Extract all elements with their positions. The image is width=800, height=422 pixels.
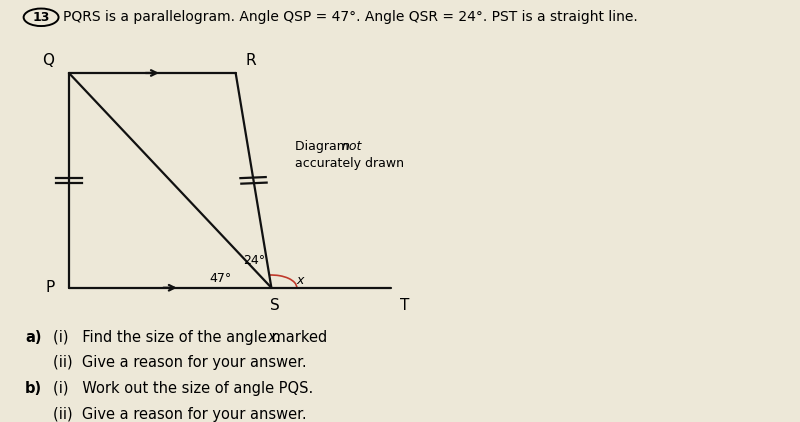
Text: not: not	[342, 140, 362, 152]
Text: (ii)  Give a reason for your answer.: (ii) Give a reason for your answer.	[53, 355, 306, 371]
Text: accurately drawn: accurately drawn	[295, 157, 404, 170]
Text: (i)   Work out the size of angle PQS.: (i) Work out the size of angle PQS.	[53, 381, 314, 396]
Text: T: T	[400, 298, 410, 313]
Text: P: P	[46, 280, 54, 295]
Text: x.: x.	[267, 330, 281, 344]
Text: S: S	[270, 298, 280, 313]
Text: PQRS is a parallelogram. Angle QSP = 47°. Angle QSR = 24°. PST is a straight lin: PQRS is a parallelogram. Angle QSP = 47°…	[63, 10, 638, 24]
Text: 24°: 24°	[243, 254, 265, 267]
Text: (ii)  Give a reason for your answer.: (ii) Give a reason for your answer.	[53, 407, 306, 422]
Text: b): b)	[26, 381, 42, 396]
Text: Q: Q	[42, 53, 54, 68]
Text: (i)   Find the size of the angle marked: (i) Find the size of the angle marked	[53, 330, 332, 344]
Text: R: R	[245, 53, 256, 68]
Text: a): a)	[26, 330, 42, 344]
Text: 47°: 47°	[210, 273, 232, 286]
Text: x: x	[297, 274, 304, 287]
Text: Diagram: Diagram	[295, 140, 353, 152]
Text: 13: 13	[33, 11, 50, 24]
